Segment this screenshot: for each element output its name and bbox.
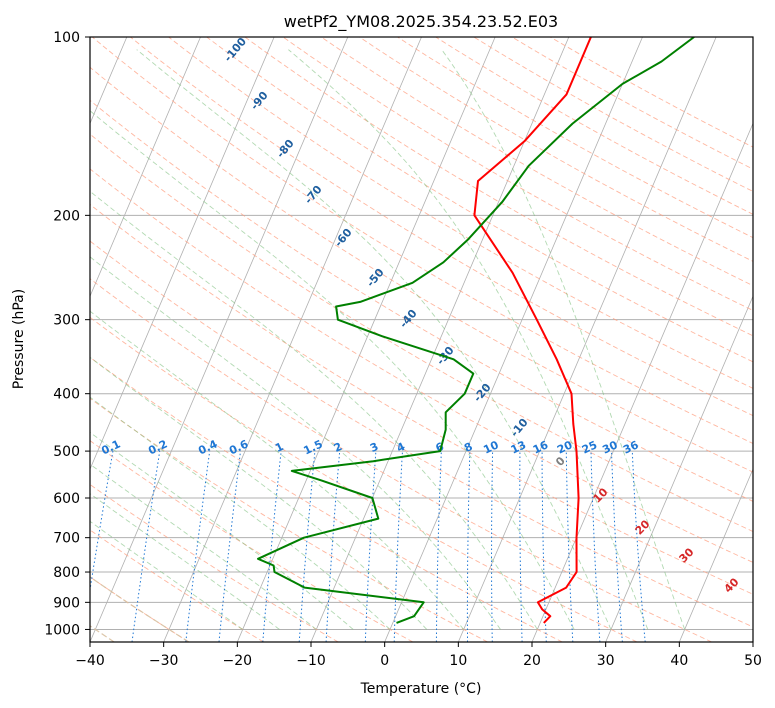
- dry-adiabat-line: [90, 440, 414, 642]
- isotherm-line: [90, 37, 275, 471]
- x-tick-label: 30: [597, 653, 615, 669]
- isotherm-line: [236, 37, 496, 642]
- dry-adiabat-line: [90, 99, 753, 502]
- temperature-profile-line: [473, 37, 592, 624]
- y-tick-label: 200: [53, 208, 80, 224]
- moist-adiabat-line: [90, 190, 538, 630]
- mixing-ratio-label: 20: [555, 438, 575, 456]
- mixing-ratio-label: 13: [509, 438, 528, 456]
- mixing-ratio-label: 36: [621, 438, 641, 456]
- y-axis: 1000 900 800 700 600 500 400 300 200 100: [44, 30, 90, 638]
- moist-adiabat-line: [136, 49, 612, 630]
- plot-frame: [89, 36, 754, 643]
- mixing-ratio-line: [218, 451, 241, 642]
- dry-adiabat-line: [90, 483, 339, 642]
- isotherm-line: [90, 37, 201, 298]
- y-tick-label: 800: [53, 565, 80, 581]
- mixing-ratio-label: 10: [481, 438, 501, 456]
- dry-adiabat-line: [320, 37, 753, 287]
- dry-adiabat-line: [90, 66, 753, 473]
- y-tick-label: 100: [53, 30, 80, 46]
- dry-adiabat-line: [90, 133, 753, 533]
- mixing-ratio-lines: [90, 451, 646, 642]
- isotherm-line: [605, 295, 753, 642]
- moist-adiabat-line: [90, 356, 428, 630]
- y-tick-label: 1000: [44, 622, 80, 638]
- dry-adiabat-line: [130, 37, 753, 417]
- dewpoint-profile-line: [257, 37, 695, 624]
- moist-adiabat-line: [288, 49, 649, 630]
- moist-adiabat-line: [441, 49, 686, 630]
- dry-adiabat-line: [90, 240, 753, 628]
- isotherm-line: [531, 122, 753, 642]
- y-tick-label: 500: [53, 444, 80, 460]
- isotherm-line: [90, 37, 349, 642]
- mixing-ratio-label: 16: [531, 438, 551, 456]
- dry-adiabat-line: [90, 278, 712, 642]
- dry-adiabat-line: [90, 168, 753, 563]
- mixing-ratio-line: [131, 451, 161, 642]
- y-tick-label: 400: [53, 387, 80, 403]
- x-tick-label: 20: [523, 653, 541, 669]
- moist-adiabat-line: [90, 256, 501, 630]
- x-tick-label: 10: [449, 653, 467, 669]
- isotherm-line: [678, 468, 753, 642]
- x-axis: −40 −30 −20 −10 0 10 20 30 40 50: [75, 642, 762, 669]
- dry-adiabat-line: [244, 37, 753, 337]
- x-tick-label: −30: [149, 653, 179, 669]
- x-tick-label: 50: [744, 653, 762, 669]
- x-tick-label: −10: [296, 653, 326, 669]
- moist-adiabat-line: [90, 110, 575, 630]
- x-tick-label: −20: [223, 653, 253, 669]
- x-axis-title: Temperature (°C): [360, 681, 482, 697]
- dry-adiabat-line: [359, 37, 753, 262]
- mixing-ratio-label: 25: [580, 438, 599, 456]
- y-tick-label: 700: [53, 531, 80, 547]
- dry-adiabat-line: [90, 529, 264, 642]
- dry-adiabat-line: [90, 203, 753, 595]
- isotherm-line: [163, 37, 422, 642]
- x-tick-label: −40: [75, 653, 105, 669]
- x-tick-label: 40: [670, 653, 688, 669]
- moist-adiabat-line: [90, 463, 317, 630]
- moist-adiabat-line: [90, 396, 391, 630]
- y-tick-label: 600: [53, 491, 80, 507]
- dry-adiabat-line: [473, 37, 753, 192]
- y-tick-label: 300: [53, 313, 80, 329]
- x-tick-label: 0: [380, 653, 389, 669]
- dry-adiabat-line: [206, 37, 753, 363]
- isotherm-line: [384, 37, 643, 642]
- mixing-ratio-label: 30: [600, 438, 620, 456]
- dry-adiabats: [90, 37, 753, 642]
- mixing-ratio-line: [185, 451, 211, 642]
- chart-title: wetPf2_YM08.2025.354.23.52.E03: [284, 12, 558, 32]
- mixing-ratio-line: [90, 451, 114, 594]
- moist-adiabat-line: [90, 431, 354, 630]
- y-tick-label: 900: [53, 595, 80, 611]
- y-axis-title: Pressure (hPa): [11, 289, 27, 389]
- dry-adiabat-line: [511, 37, 753, 170]
- isotherm-line: [457, 37, 717, 642]
